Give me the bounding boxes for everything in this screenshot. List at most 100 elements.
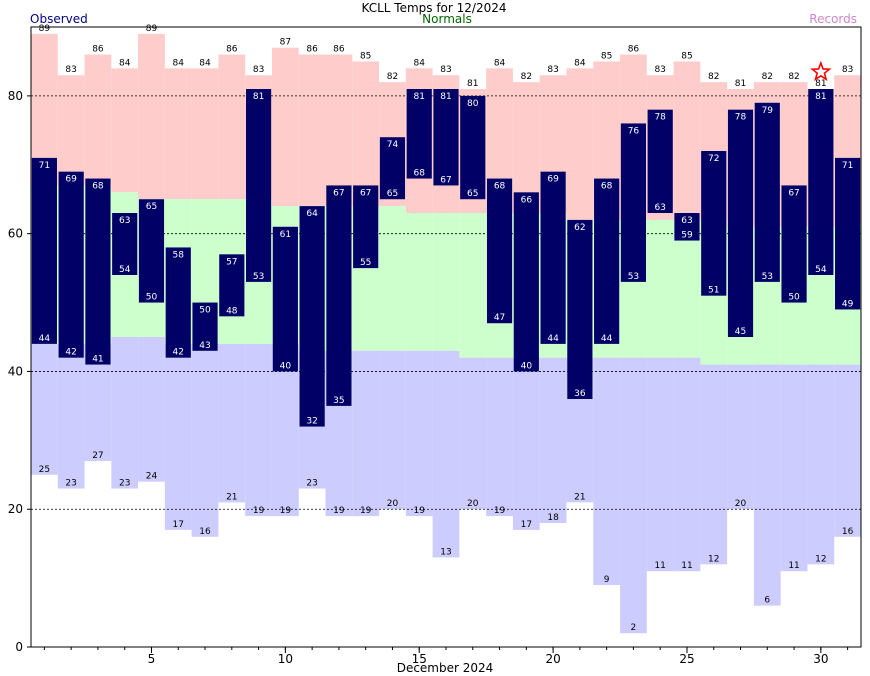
record-high-label: 81 (815, 79, 826, 89)
record-low-band (164, 343, 192, 530)
x-tick-label: 25 (679, 652, 694, 666)
observed-high-label: 71 (39, 161, 50, 171)
observed-high-label: 57 (226, 257, 237, 267)
chart-title: KCLL Temps for 12/2024 (362, 1, 507, 15)
record-low-label: 20 (467, 499, 479, 509)
observed-low-label: 54 (119, 265, 131, 275)
record-low-label: 11 (788, 561, 799, 571)
observed-bar (326, 185, 352, 406)
observed-bar (647, 109, 673, 213)
record-high-label: 82 (708, 72, 719, 82)
observed-high-label: 74 (387, 140, 399, 150)
observed-bar (112, 213, 138, 275)
observed-low-label: 53 (762, 272, 773, 282)
observed-bar (192, 302, 218, 351)
observed-bar (701, 151, 727, 296)
record-low-band (807, 364, 835, 565)
observed-low-label: 40 (521, 361, 533, 371)
record-high-label: 84 (574, 58, 586, 68)
record-high-band (673, 61, 701, 220)
x-axis-label: December 2024 (397, 661, 494, 675)
observed-high-label: 81 (815, 92, 826, 102)
record-high-label: 82 (788, 72, 799, 82)
legend-observed: Observed (30, 12, 88, 26)
observed-low-label: 44 (39, 334, 51, 344)
record-low-band (31, 343, 58, 475)
record-low-band (486, 357, 513, 517)
record-low-band (834, 364, 861, 537)
plot-area: 8925714483236942862768418423635489246550… (8, 24, 862, 666)
y-tick-label: 60 (8, 227, 23, 241)
observed-bar (674, 213, 700, 241)
observed-low-label: 55 (360, 258, 371, 268)
record-low-label: 19 (253, 506, 265, 516)
record-low-label: 13 (440, 547, 451, 557)
observed-high-label: 50 (199, 306, 211, 316)
observed-low-label: 65 (467, 189, 478, 199)
record-low-label: 23 (65, 479, 76, 489)
record-high-band (191, 68, 219, 200)
observed-high-label: 62 (574, 223, 585, 233)
record-low-band (138, 337, 165, 482)
observed-low-label: 40 (280, 361, 292, 371)
record-high-label: 83 (547, 65, 558, 75)
normal-band (459, 213, 487, 358)
record-low-label: 21 (226, 492, 237, 502)
observed-bar (835, 157, 861, 310)
observed-bar (272, 226, 298, 372)
legend-normals: Normals (422, 12, 472, 26)
x-tick-label: 20 (545, 652, 560, 666)
record-high-label: 87 (280, 38, 291, 48)
record-low-label: 27 (92, 451, 103, 461)
record-low-label: 16 (842, 527, 854, 537)
record-high-band (566, 68, 594, 220)
record-high-band (352, 61, 380, 207)
y-tick-label: 40 (8, 364, 23, 378)
observed-bar (620, 123, 647, 282)
record-low-band (379, 350, 406, 510)
observed-high-label: 63 (119, 216, 130, 226)
record-high-label: 89 (146, 24, 158, 34)
record-high-label: 84 (199, 58, 211, 68)
observed-low-label: 50 (146, 293, 158, 303)
observed-low-label: 44 (601, 334, 613, 344)
record-low-label: 25 (39, 465, 50, 475)
observed-high-label: 66 (521, 195, 533, 205)
record-low-label: 19 (494, 506, 506, 516)
observed-low-label: 49 (842, 299, 854, 309)
record-low-label: 12 (708, 554, 719, 564)
observed-bar (165, 247, 191, 358)
observed-low-label: 63 (654, 203, 665, 213)
observed-high-label: 69 (65, 175, 77, 185)
observed-bar (31, 157, 57, 344)
observed-low-label: 35 (333, 396, 344, 406)
record-high-label: 86 (306, 45, 318, 55)
record-high-label: 83 (440, 65, 451, 75)
record-low-band (218, 343, 246, 503)
observed-high-label: 61 (280, 230, 291, 240)
observed-bar (138, 199, 165, 303)
normal-band (379, 206, 406, 351)
observed-high-label: 63 (681, 216, 692, 226)
record-low-band (245, 343, 272, 517)
record-low-band (700, 364, 728, 565)
record-high-label: 82 (521, 72, 532, 82)
record-high-label: 83 (253, 65, 264, 75)
observed-bar (486, 178, 513, 324)
observed-high-label: 68 (601, 182, 613, 192)
observed-high-label: 69 (547, 175, 559, 185)
record-low-label: 11 (681, 561, 692, 571)
normal-band (432, 213, 460, 351)
record-low-band (191, 343, 219, 537)
record-high-band (271, 47, 299, 207)
observed-bar (299, 206, 325, 427)
observed-low-label: 45 (735, 327, 746, 337)
observed-low-label: 41 (92, 355, 103, 365)
record-low-label: 17 (173, 520, 184, 530)
record-low-band (459, 357, 487, 510)
observed-low-label: 32 (306, 417, 317, 427)
record-high-band (57, 75, 85, 186)
record-low-band (753, 364, 781, 606)
observed-low-label: 47 (494, 313, 505, 323)
record-low-band (593, 357, 621, 585)
